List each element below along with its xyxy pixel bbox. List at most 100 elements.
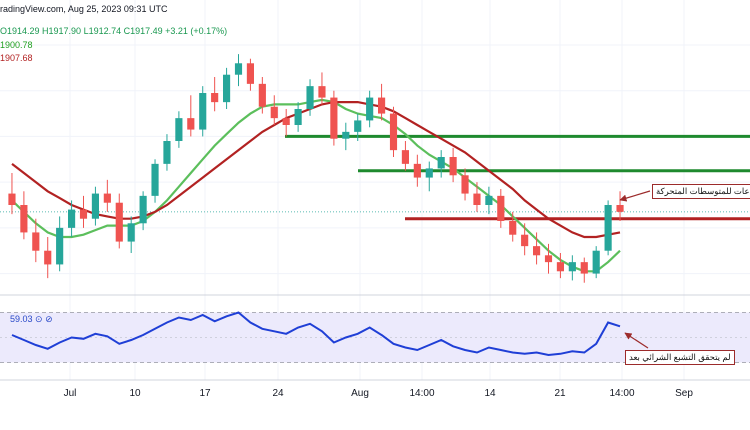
candle-body xyxy=(103,193,111,203)
candle xyxy=(413,154,421,187)
annotation-overbought: لم يتحقق التشبع الشرائي بعد xyxy=(625,350,735,365)
candle-body xyxy=(366,97,374,121)
candle xyxy=(318,72,326,105)
candle-body xyxy=(44,250,52,265)
candle-body xyxy=(318,86,326,98)
candle xyxy=(103,179,111,212)
candle-body xyxy=(68,209,76,228)
arrow-top xyxy=(619,190,651,202)
x-tick-label: 21 xyxy=(554,388,566,399)
candle-body xyxy=(616,205,624,212)
candle xyxy=(32,218,40,263)
candle-body xyxy=(211,93,219,103)
candle-body xyxy=(163,141,171,164)
candle xyxy=(79,195,88,228)
candle-body xyxy=(187,118,195,130)
candle xyxy=(378,83,386,121)
candle xyxy=(461,168,469,201)
candle xyxy=(425,161,433,192)
x-tick-label: 10 xyxy=(129,388,141,399)
candle xyxy=(20,191,28,240)
candle-body xyxy=(378,97,386,114)
x-tick-label: 17 xyxy=(199,388,211,399)
x-tick-label: Jul xyxy=(64,388,77,399)
candle-body xyxy=(473,193,481,205)
candle-body xyxy=(246,63,254,84)
candle-body xyxy=(199,93,207,130)
candle xyxy=(604,200,612,256)
candle xyxy=(509,211,517,242)
horizontal-levels xyxy=(285,134,750,221)
x-tick-label: 14 xyxy=(484,388,496,399)
candle-body xyxy=(175,118,183,141)
candle xyxy=(270,95,278,125)
candle-body xyxy=(282,118,290,125)
candle-body xyxy=(592,250,600,274)
x-tick-label: Aug xyxy=(351,388,369,399)
candle-body xyxy=(449,157,457,176)
ma-fast-value: 1900.78 xyxy=(0,40,33,50)
x-tick-label: 14:00 xyxy=(609,388,634,399)
candle xyxy=(258,77,266,114)
candle xyxy=(8,173,16,215)
candle-body xyxy=(223,74,231,103)
candle-body xyxy=(425,168,433,178)
candle xyxy=(211,77,219,112)
candle-body xyxy=(306,86,314,109)
candle xyxy=(556,253,564,279)
candle-body xyxy=(342,131,350,139)
candle-body xyxy=(485,195,493,205)
x-axis: Jul 10 17 24 Aug 14:00 14 21 14:00 Sep xyxy=(64,388,694,399)
candle xyxy=(616,191,624,221)
candle-body xyxy=(258,83,266,107)
candle xyxy=(497,189,505,228)
candle-body xyxy=(413,163,421,178)
candle-body xyxy=(32,232,40,251)
candle xyxy=(449,147,457,183)
candle-body xyxy=(568,262,576,272)
candle-body xyxy=(544,255,553,263)
x-tick-label: 14:00 xyxy=(409,388,434,399)
candle-body xyxy=(115,202,123,242)
candle xyxy=(544,243,553,274)
candle xyxy=(294,102,302,132)
candle-body xyxy=(497,195,505,221)
candle xyxy=(175,111,183,148)
candle xyxy=(306,79,314,116)
candle xyxy=(533,232,541,265)
candle-body xyxy=(294,109,302,125)
candle xyxy=(56,216,64,272)
candle xyxy=(44,237,52,279)
candle xyxy=(234,54,243,87)
candle-body xyxy=(139,195,147,224)
chart-source-header: radingView.com, Aug 25, 2023 09:31 UTC xyxy=(0,4,168,14)
candle-body xyxy=(79,209,88,219)
candle-body xyxy=(234,63,243,75)
candle-body xyxy=(580,262,588,274)
candle-body xyxy=(521,234,529,247)
candle xyxy=(187,95,195,137)
candle xyxy=(68,200,76,237)
candle-body xyxy=(401,150,409,164)
candle-body xyxy=(461,175,469,194)
ohlc-readout: O1914.29 H1917.90 L1912.74 C1917.49 +3.2… xyxy=(0,26,228,36)
candle xyxy=(115,193,123,249)
moving-averages xyxy=(11,98,621,273)
candle xyxy=(437,150,445,178)
candle xyxy=(246,58,254,91)
candle xyxy=(592,246,600,279)
candle xyxy=(366,90,374,128)
candle xyxy=(282,109,290,137)
x-tick-label: Sep xyxy=(675,388,693,399)
rsi-value-label: 59.03 ⊙ ⊘ xyxy=(10,314,53,324)
candle-body xyxy=(91,193,99,219)
candle-body xyxy=(509,221,517,235)
candle xyxy=(473,182,481,212)
candlesticks xyxy=(8,54,624,283)
candle-body xyxy=(604,205,612,251)
arrow-bottom xyxy=(624,332,649,349)
candle-body xyxy=(354,120,362,132)
candle-body xyxy=(20,205,28,233)
candle xyxy=(91,186,99,226)
